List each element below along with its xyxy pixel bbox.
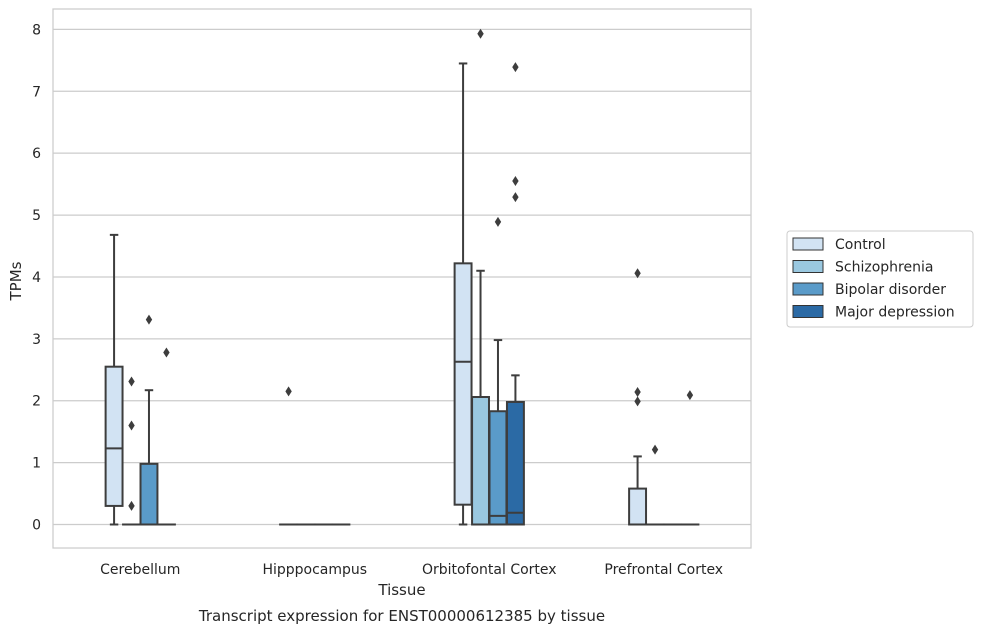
outlier-point bbox=[128, 420, 135, 431]
x-axis-label: Tissue bbox=[377, 581, 425, 599]
legend-frame bbox=[786, 230, 974, 328]
legend-label: Schizophrenia bbox=[835, 260, 933, 276]
grid-lines bbox=[53, 28, 751, 526]
chart-caption: Transcript expression for ENST0000061238… bbox=[198, 607, 605, 625]
box-major-depression bbox=[156, 347, 176, 526]
legend-label: Control bbox=[835, 237, 886, 253]
x-tick-label: Cerebellum bbox=[100, 562, 180, 578]
box-iqr bbox=[471, 396, 490, 526]
legend-swatch bbox=[792, 237, 824, 251]
box-control bbox=[628, 268, 648, 526]
box-control bbox=[104, 233, 124, 526]
legend-swatch bbox=[792, 260, 824, 273]
y-tick-label: 2 bbox=[32, 394, 41, 410]
outlier-point bbox=[128, 376, 135, 387]
x-tick-label: Orbitofontal Cortex bbox=[422, 562, 557, 578]
box-major-depression bbox=[680, 390, 700, 526]
legend: Control Schizophrenia Bipolar disorder Majo… bbox=[786, 230, 974, 328]
outlier-point bbox=[634, 387, 641, 398]
legend-swatch bbox=[792, 305, 824, 318]
outlier-point bbox=[477, 28, 484, 39]
legend-swatch bbox=[792, 282, 824, 296]
outlier-point bbox=[128, 500, 135, 511]
plot-marks bbox=[104, 28, 700, 526]
outlier-point bbox=[145, 314, 153, 325]
box-bipolar-disorder bbox=[139, 314, 159, 526]
outlier-point bbox=[512, 192, 519, 203]
x-tick-label: Prefrontal Cortex bbox=[604, 562, 723, 578]
legend-label: Bipolar disorder bbox=[835, 282, 946, 298]
y-tick-label: 7 bbox=[32, 84, 41, 100]
box-control bbox=[279, 386, 299, 526]
legend-label: Major depression bbox=[835, 305, 955, 321]
outlier-point bbox=[634, 268, 641, 279]
box-iqr bbox=[628, 487, 648, 526]
outlier-point bbox=[651, 444, 659, 455]
box-bipolar-disorder bbox=[488, 216, 508, 526]
y-tick-label: 0 bbox=[32, 517, 41, 533]
outlier-point bbox=[634, 396, 641, 407]
y-tick-label: 3 bbox=[32, 332, 41, 348]
box-control bbox=[453, 62, 473, 526]
y-tick-label: 1 bbox=[32, 456, 41, 472]
outlier-point bbox=[512, 176, 519, 187]
y-tick-label: 5 bbox=[32, 208, 41, 224]
outlier-point bbox=[163, 347, 170, 358]
box-iqr bbox=[453, 262, 473, 506]
plot-frame bbox=[52, 8, 752, 549]
x-tick-labels: Cerebellum Hipppocampus Orbitofontal Corte… bbox=[100, 562, 723, 578]
box-schizophrenia bbox=[471, 28, 490, 526]
box-schizophrenia bbox=[645, 444, 665, 526]
x-tick-label: Hipppocampus bbox=[262, 562, 367, 578]
y-tick-label: 4 bbox=[32, 270, 41, 286]
box-iqr bbox=[488, 410, 508, 526]
y-tick-label: 6 bbox=[32, 146, 41, 162]
box-iqr bbox=[505, 400, 525, 526]
outlier-point bbox=[686, 390, 694, 401]
outlier-point bbox=[512, 62, 519, 73]
outlier-point bbox=[494, 216, 502, 227]
box-iqr bbox=[104, 365, 124, 507]
outlier-point bbox=[285, 386, 292, 397]
y-axis-label: TPMs bbox=[7, 261, 25, 301]
y-tick-labels: 0 1 2 3 4 5 6 7 8 bbox=[32, 22, 41, 533]
box-iqr bbox=[139, 462, 159, 526]
y-tick-label: 8 bbox=[32, 22, 41, 38]
box-major-depression bbox=[505, 62, 525, 526]
box-schizophrenia bbox=[122, 376, 141, 526]
